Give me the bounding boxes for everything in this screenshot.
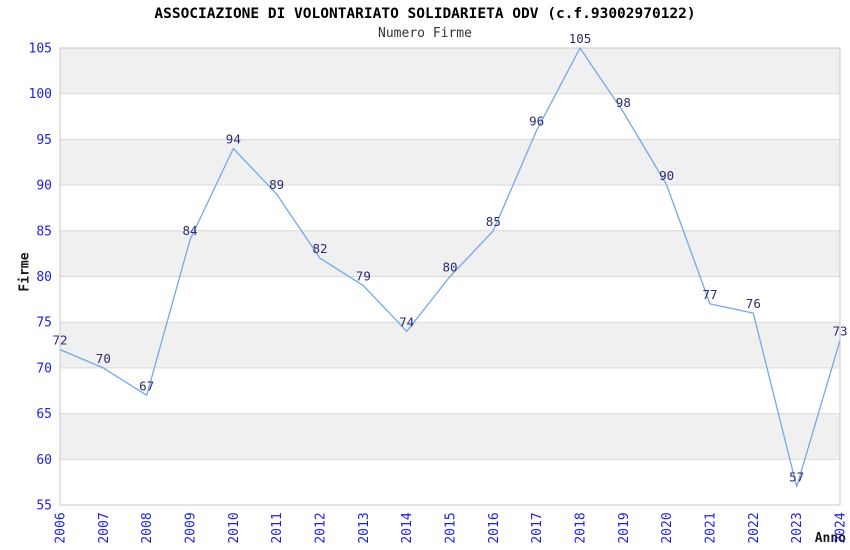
x-tick-label: 2009: [184, 512, 199, 543]
x-tick-label: 2016: [487, 512, 502, 543]
data-point-label: 79: [356, 269, 371, 284]
data-point-label: 82: [312, 241, 327, 256]
data-point-label: 73: [832, 323, 847, 338]
data-point-label: 80: [442, 260, 457, 275]
x-tick-label: 2018: [574, 512, 589, 543]
y-tick-label: 85: [36, 224, 52, 239]
y-tick-label: 55: [36, 499, 52, 514]
x-tick-label: 2020: [660, 512, 675, 543]
data-point-label: 96: [529, 113, 544, 128]
y-tick-label: 80: [36, 270, 52, 285]
plot-band: [60, 185, 840, 231]
y-tick-label: 105: [29, 42, 52, 57]
data-point-label: 85: [486, 214, 501, 229]
chart-title: ASSOCIAZIONE DI VOLONTARIATO SOLIDARIETA…: [154, 6, 696, 22]
plot-band: [60, 459, 840, 505]
x-tick-label: 2022: [747, 512, 762, 543]
x-tick-label: 2008: [140, 512, 155, 543]
chart-subtitle: Numero Firme: [378, 26, 472, 41]
x-tick-label: 2006: [54, 512, 69, 543]
y-tick-label: 95: [36, 133, 52, 148]
plot-band: [60, 48, 840, 94]
data-point-label: 57: [789, 470, 804, 485]
data-point-label: 72: [52, 333, 67, 348]
x-tick-label: 2013: [357, 512, 372, 543]
y-tick-label: 100: [29, 87, 52, 102]
data-point-label: 105: [569, 31, 592, 46]
plot-band: [60, 276, 840, 323]
y-tick-label: 65: [36, 407, 52, 422]
plot-band: [60, 93, 840, 140]
plot-border: [59, 47, 841, 506]
plot-band: [60, 139, 840, 186]
x-tick-label: 2007: [97, 512, 112, 543]
data-point-label: 67: [139, 378, 154, 393]
data-point-label: 76: [746, 296, 761, 311]
data-point-label: 84: [182, 223, 197, 238]
series-line: [59, 47, 841, 488]
x-axis-title: Anno: [814, 531, 846, 546]
plot-band: [60, 322, 840, 368]
x-tick-label: 2023: [790, 512, 805, 543]
y-tick-label: 70: [36, 361, 52, 376]
x-tick-label: 2017: [530, 512, 545, 543]
data-point-label: 89: [269, 177, 284, 192]
y-tick-label: 60: [36, 453, 52, 468]
x-tick-label: 2012: [314, 512, 329, 543]
x-tick-label: 2019: [617, 512, 632, 543]
data-point-label: 74: [399, 314, 414, 329]
plot-band: [60, 413, 840, 460]
data-point-label: 90: [659, 168, 674, 183]
x-tick-label: 2024: [834, 512, 849, 543]
data-point-label: 77: [702, 287, 717, 302]
x-tick-label: 2015: [444, 512, 459, 543]
x-tick-label: 2014: [400, 512, 415, 543]
x-tick-label: 2010: [227, 512, 242, 543]
data-point-label: 94: [226, 132, 241, 147]
y-tick-label: 75: [36, 316, 52, 331]
x-tick-label: 2021: [704, 512, 719, 543]
plot-band: [60, 367, 840, 414]
x-tick-label: 2011: [270, 512, 285, 543]
data-point-label: 98: [616, 95, 631, 110]
y-tick-label: 90: [36, 179, 52, 194]
data-point-label: 70: [96, 351, 111, 366]
